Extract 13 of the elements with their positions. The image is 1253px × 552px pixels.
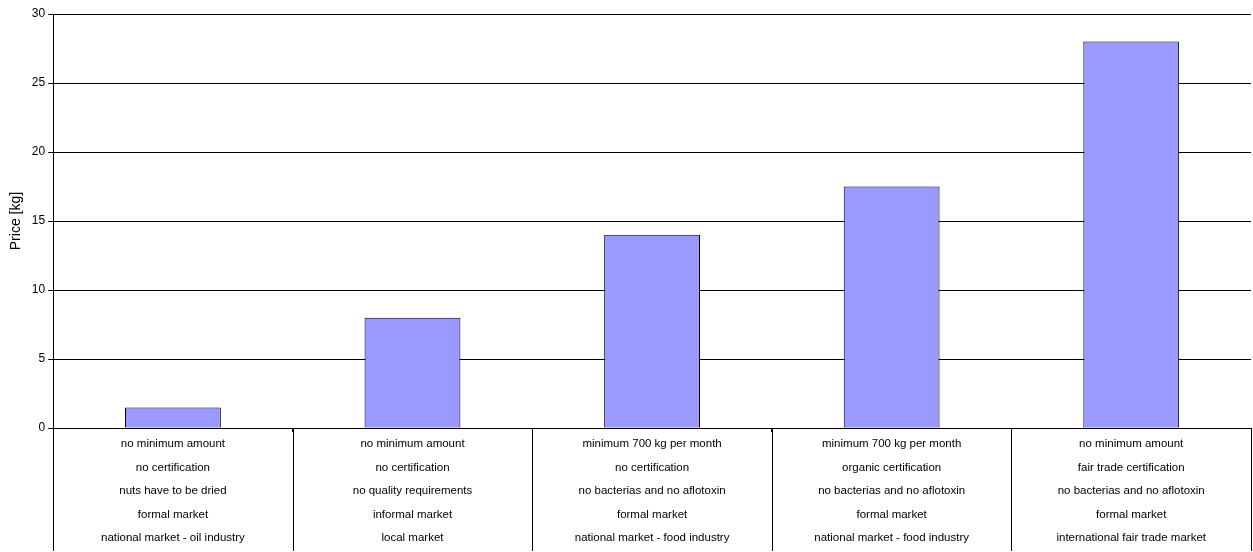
y-axis-title: Price [kg] <box>7 191 24 251</box>
y-tick-label: 0 <box>38 420 46 435</box>
y-tick-label: 30 <box>31 6 46 21</box>
x-tick-label: no minimum amount no certification nuts have to be dried formal market national market - oil industry <box>101 437 246 544</box>
y-tick-label: 5 <box>38 351 46 366</box>
x-tick-label: no minimum amount fair trade certification no bacterias and no aflotoxin formal market international fair trade market <box>1056 437 1207 544</box>
y-tick-label: 15 <box>31 213 46 228</box>
y-tick-label: 20 <box>31 144 46 159</box>
x-tick-label: minimum 700 kg per month organic certification no bacterias and no aflotoxin formal market national market - food industry <box>814 437 970 544</box>
x-tick-label: no minimum amount no certification no quality requirements informal market local market <box>352 437 473 544</box>
x-tick-label: minimum 700 kg per month no certification no bacterias and no aflotoxin formal market national market - food industry <box>574 437 730 544</box>
y-tick-label: 10 <box>31 282 46 297</box>
y-tick-label: 25 <box>31 75 46 90</box>
